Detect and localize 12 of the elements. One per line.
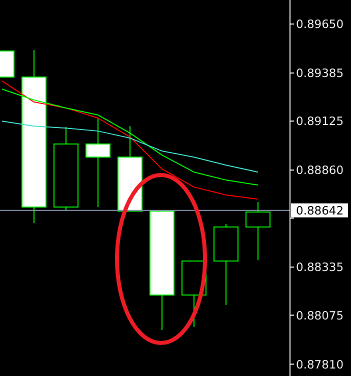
y-tick-label: 0.88335 [296, 260, 344, 274]
y-tick-label: 0.88860 [296, 163, 344, 178]
y-tick-label: 0.87810 [296, 357, 344, 372]
candlestick [246, 202, 270, 261]
line-series [2, 120, 258, 173]
y-tick-label: 0.89125 [296, 114, 344, 128]
y-tick-label: 0.89385 [296, 66, 344, 80]
ref-line-label: 0.88642 [296, 203, 344, 218]
candlestick [86, 118, 110, 208]
y-tick-label: 0.89650 [296, 17, 344, 32]
line-series [2, 80, 258, 200]
y-tick-label: 0.88075 [296, 308, 344, 322]
